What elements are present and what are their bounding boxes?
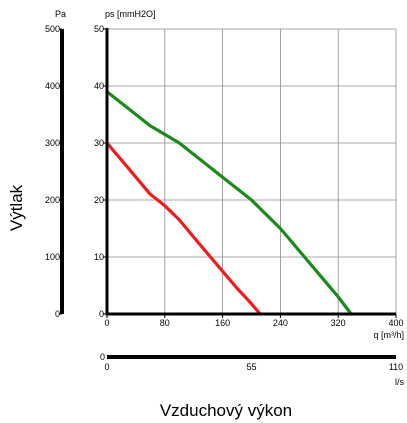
left-axis-unit: Pa	[55, 9, 66, 19]
x-tick-label: 400	[388, 318, 403, 328]
series-group	[105, 90, 353, 316]
bottom-axis-unit: l/s	[395, 377, 405, 387]
y-tick-label: 0	[99, 309, 104, 319]
x-tick-label: 160	[215, 318, 230, 328]
y-tick-label: 30	[94, 138, 104, 148]
ls-axis-start-label: 0	[100, 352, 105, 362]
ls-tick-label: 0	[104, 362, 109, 372]
grid	[107, 28, 397, 314]
pa-tick-label: 400	[45, 81, 60, 91]
x-axis-unit: q [m³/h]	[373, 330, 404, 340]
ls-tick-label: 55	[246, 362, 256, 372]
x-tick-label: 240	[273, 318, 288, 328]
series-line-2	[105, 141, 262, 316]
y-tick-label: 50	[94, 24, 104, 34]
y-tick-label: 10	[94, 252, 104, 262]
x-axis-title: Vzduchový výkon	[160, 401, 292, 420]
x-tick-label: 320	[331, 318, 346, 328]
y-axis-title: Výtlak	[7, 184, 26, 231]
y-tick-label: 40	[94, 81, 104, 91]
y-tick-label: 20	[94, 195, 104, 205]
pa-tick-label: 300	[45, 138, 60, 148]
ls-tick-label: 110	[389, 362, 403, 372]
pa-tick-label: 100	[45, 252, 60, 262]
main-axis-unit: ps [mmH2O]	[105, 9, 156, 19]
pa-tick-label: 0	[55, 309, 60, 319]
x-tick-label: 80	[160, 318, 170, 328]
pa-tick-label: 500	[45, 24, 60, 34]
series-line-1	[105, 90, 353, 316]
x-tick-label: 0	[104, 318, 109, 328]
pa-tick-label: 200	[45, 195, 60, 205]
